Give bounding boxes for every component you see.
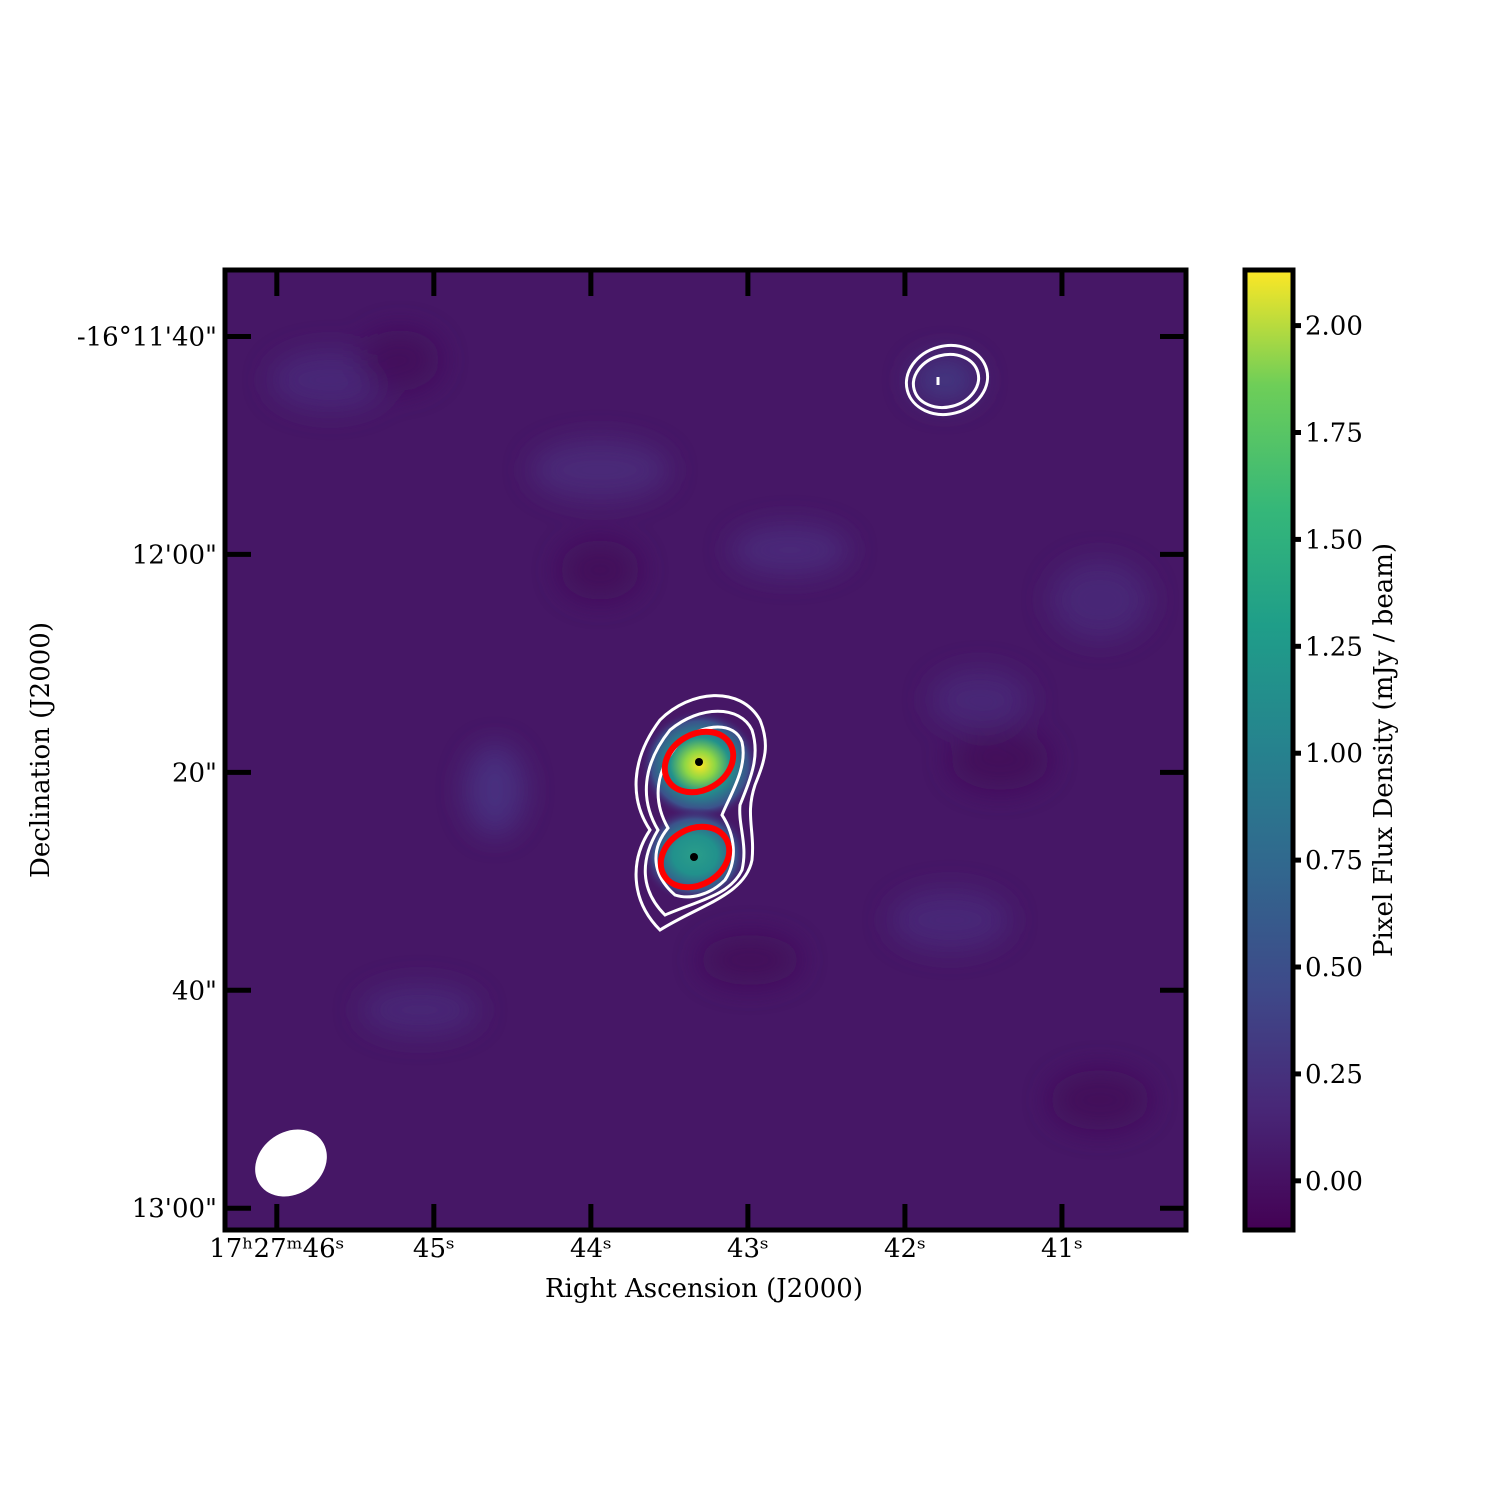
colorbar-tick-label: 1.00 [1305, 739, 1363, 769]
colorbar-tick-label: 1.50 [1305, 525, 1363, 555]
colorbar-label: Pixel Flux Density (mJy / beam) [1369, 543, 1399, 957]
y-tick-label: 40" [172, 976, 217, 1006]
colorbar [1242, 267, 1296, 1233]
x-axis-label: Right Ascension (J2000) [545, 1274, 863, 1304]
plot-frame [222, 267, 1189, 1233]
colorbar-tick-label: 2.00 [1305, 312, 1363, 342]
x-tick-label: 44ˢ [570, 1234, 612, 1264]
colorbar-tick-label: 0.00 [1305, 1167, 1363, 1197]
y-tick-label: 12'00" [132, 540, 217, 570]
x-tick-label: 45ˢ [413, 1234, 455, 1264]
y-tick-label: 13'00" [132, 1194, 217, 1224]
x-tick-label: 41ˢ [1041, 1234, 1083, 1264]
y-tick-label: 20" [172, 758, 217, 788]
sky-image [225, 270, 1186, 1230]
x-tick-label: 42ˢ [884, 1234, 926, 1264]
colorbar-tick-label: 1.75 [1305, 418, 1363, 448]
y-tick-label: -16°11'40" [77, 322, 217, 352]
y-axis-label: Declination (J2000) [26, 622, 56, 878]
colorbar-tick-label: 0.75 [1305, 846, 1363, 876]
colorbar-tick-label: 0.25 [1305, 1060, 1363, 1090]
x-tick-label: 43ˢ [727, 1234, 769, 1264]
x-tick-label: 17ʰ27ᵐ46ˢ [209, 1234, 344, 1264]
colorbar-tick-label: 0.50 [1305, 953, 1363, 983]
colorbar-tick-label: 1.25 [1305, 632, 1363, 662]
